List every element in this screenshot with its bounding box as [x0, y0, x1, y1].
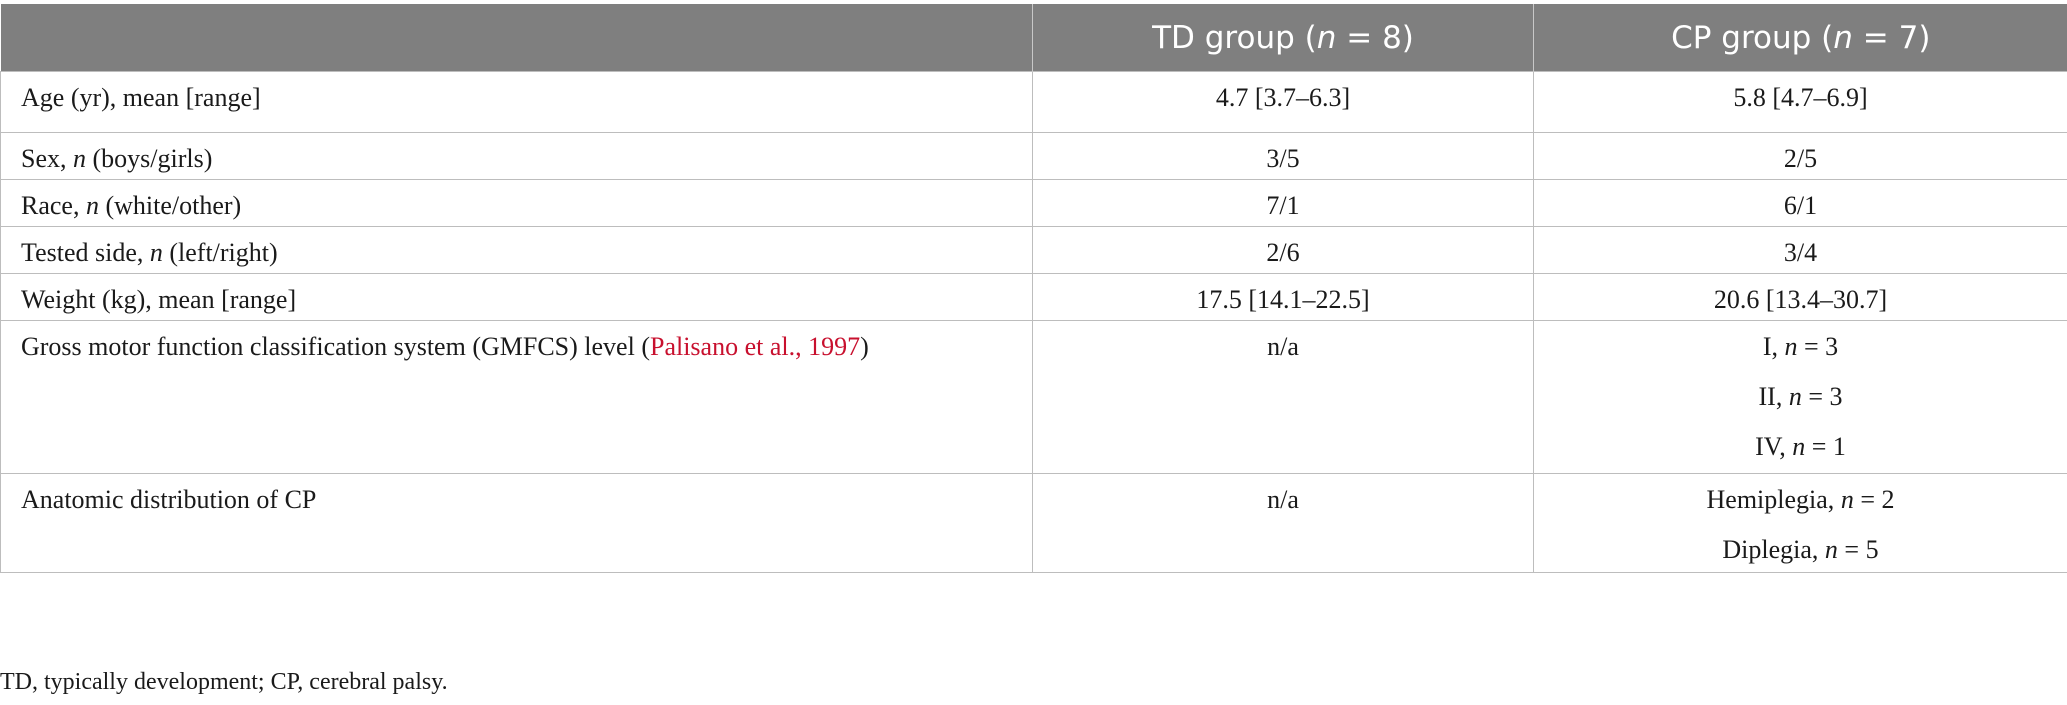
table-row-weight: Weight (kg), mean [range] 17.5 [14.1–22.…	[0, 273, 2067, 321]
td-value: 2/6	[1032, 226, 1534, 274]
td-value: 17.5 [14.1–22.5]	[1032, 273, 1534, 321]
td-value: n/a	[1032, 473, 1534, 573]
table-row-gmfcs: Gross motor function classification syst…	[0, 320, 2067, 474]
header-td-group: TD group (n = 8)	[1032, 4, 1534, 72]
table-row-race: Race, n (white/other) 7/1 6/1	[0, 179, 2067, 227]
cp-value: 5.8 [4.7–6.9]	[1533, 71, 2067, 133]
cp-value: 20.6 [13.4–30.7]	[1533, 273, 2067, 321]
demographics-table-container: TD group (n = 8) CP group (n = 7) Age (y…	[0, 4, 2067, 573]
row-label: Tested side, n (left/right)	[0, 226, 1033, 274]
citation-link[interactable]: Palisano et al., 1997	[649, 332, 861, 361]
cp-value: Hemiplegia, n = 2 Diplegia, n = 5	[1533, 473, 2067, 573]
header-cp-group: CP group (n = 7)	[1533, 4, 2067, 72]
table-row-sex: Sex, n (boys/girls) 3/5 2/5	[0, 132, 2067, 180]
cp-value: I, n = 3 II, n = 3 IV, n = 1	[1533, 320, 2067, 474]
header-empty-cell	[0, 4, 1033, 72]
cp-value: 2/5	[1533, 132, 2067, 180]
row-label: Sex, n (boys/girls)	[0, 132, 1033, 180]
td-value: 4.7 [3.7–6.3]	[1032, 71, 1534, 133]
td-value: 3/5	[1032, 132, 1534, 180]
td-value: 7/1	[1032, 179, 1534, 227]
cp-value: 6/1	[1533, 179, 2067, 227]
table-row-age: Age (yr), mean [range] 4.7 [3.7–6.3] 5.8…	[0, 71, 2067, 133]
row-label: Age (yr), mean [range]	[0, 71, 1033, 133]
cp-value: 3/4	[1533, 226, 2067, 274]
demographics-table: TD group (n = 8) CP group (n = 7) Age (y…	[0, 4, 2067, 573]
table-row-anatomic-distribution: Anatomic distribution of CP n/a Hemipleg…	[0, 473, 2067, 573]
table-header-row: TD group (n = 8) CP group (n = 7)	[0, 4, 2067, 72]
td-value: n/a	[1032, 320, 1534, 474]
row-label: Gross motor function classification syst…	[0, 320, 1033, 474]
row-label: Anatomic distribution of CP	[0, 473, 1033, 573]
row-label: Race, n (white/other)	[0, 179, 1033, 227]
table-row-tested-side: Tested side, n (left/right) 2/6 3/4	[0, 226, 2067, 274]
row-label: Weight (kg), mean [range]	[0, 273, 1033, 321]
table-footnote: TD, typically development; CP, cerebral …	[0, 669, 448, 695]
